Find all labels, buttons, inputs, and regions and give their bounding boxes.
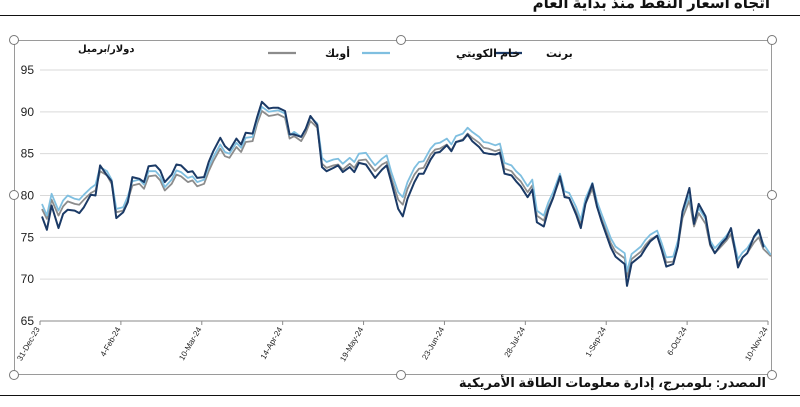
x-tick-label: 14-Apr-24 xyxy=(259,325,285,361)
resize-handle-middle-left[interactable] xyxy=(9,190,19,200)
legend-label: برنت xyxy=(546,48,573,60)
x-tick-label: 31-Dec-23 xyxy=(15,325,42,362)
resize-handle-top-left[interactable] xyxy=(9,35,19,45)
series-line-1 xyxy=(41,100,765,287)
chart-series xyxy=(41,100,772,287)
x-tick-label: 19-May-24 xyxy=(338,325,365,363)
x-tick-label: 10-Mar-24 xyxy=(177,325,204,362)
chart-legend: برنت خام الكويتي أوبك xyxy=(268,46,573,60)
x-tick-label: 1-Sep-24 xyxy=(584,325,609,358)
page-title: اتجاه أسعار النفط منذ بداية العام xyxy=(532,0,770,12)
y-tick-label: 85 xyxy=(21,147,35,161)
x-tick-label: 10-Nov-24 xyxy=(743,325,770,362)
series-line-3 xyxy=(41,110,772,278)
y-tick-label: 95 xyxy=(21,63,35,77)
x-tick-label: 28-Jul-24 xyxy=(503,325,528,359)
y-tick-label: 75 xyxy=(21,230,35,244)
chart-frame[interactable] xyxy=(14,40,772,375)
x-tick-label: 4-Feb-24 xyxy=(99,325,123,358)
resize-handle-bottom-center[interactable] xyxy=(396,370,406,380)
title-divider xyxy=(0,15,800,16)
y-tick-label: 90 xyxy=(21,105,35,119)
resize-handle-top-center[interactable] xyxy=(396,35,406,45)
source-divider xyxy=(0,395,800,396)
y-tick-label: 70 xyxy=(21,272,35,286)
chart-axes: 65 70 75 80 85 90 95 31-Dec-23 4-Feb-24 10-Mar-24… xyxy=(15,63,770,363)
y-tick-label: 80 xyxy=(21,189,35,203)
resize-handle-middle-right[interactable] xyxy=(767,190,777,200)
y-tick-label: 65 xyxy=(21,314,35,328)
resize-handle-bottom-right[interactable] xyxy=(767,370,777,380)
legend-label: أوبك xyxy=(325,46,350,60)
legend-label: خام الكويتي xyxy=(456,48,520,60)
y-axis-label: دولار/برميل xyxy=(78,44,135,55)
resize-handle-bottom-left[interactable] xyxy=(9,370,19,380)
source-note: المصدر: بلومبرج، إدارة معلومات الطاقة ال… xyxy=(458,375,766,390)
resize-handle-top-right[interactable] xyxy=(767,35,777,45)
x-tick-label: 23-Jun-24 xyxy=(420,325,446,361)
x-tick-label: 6-Oct-24 xyxy=(665,325,689,357)
series-line-2 xyxy=(41,105,772,273)
